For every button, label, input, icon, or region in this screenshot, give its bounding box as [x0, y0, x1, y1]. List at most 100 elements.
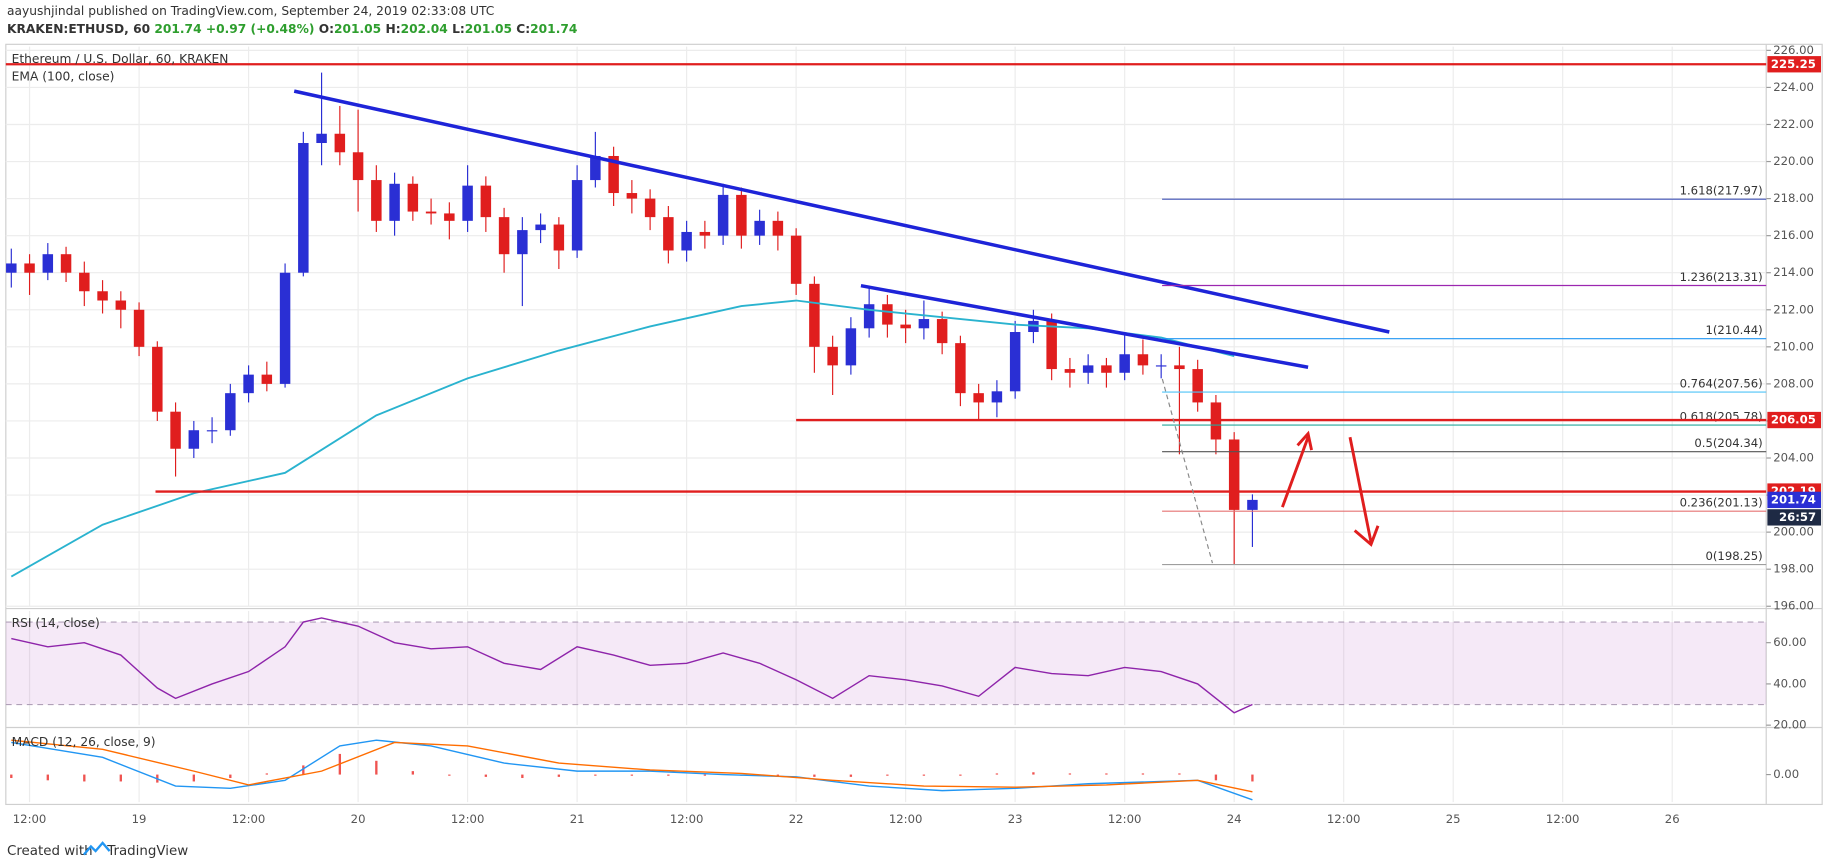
- candle-body: [1192, 369, 1203, 403]
- macd-histogram-bar: [849, 774, 853, 777]
- y-tick-label: 200.00: [1773, 525, 1814, 539]
- x-tick-label: 12:00: [451, 812, 485, 826]
- ohlc-label: L:: [452, 22, 465, 36]
- arrow-down: [1348, 436, 1380, 547]
- y-tick-label: 226.00: [1773, 43, 1814, 57]
- x-tick-label: 12:00: [1108, 812, 1142, 826]
- x-tick-label: 25: [1446, 812, 1461, 826]
- candle-body: [243, 374, 254, 394]
- x-tick-label: 12:00: [232, 812, 266, 826]
- fib-label: 0(198.25): [1705, 549, 1762, 563]
- price-badge: [1767, 411, 1822, 429]
- candle-body: [973, 393, 984, 403]
- macd-histogram-bar: [229, 774, 232, 779]
- logo: [83, 841, 111, 856]
- macd-histogram-bar: [46, 774, 49, 781]
- countdown-badge: [1767, 509, 1822, 526]
- candle-body: [1009, 332, 1021, 392]
- y-tick-label: 218.00: [1773, 191, 1814, 205]
- arrow-up: [1281, 430, 1313, 508]
- candle-body: [24, 263, 35, 273]
- macd-histogram-bar: [1214, 774, 1218, 781]
- candle-body: [371, 180, 382, 221]
- macd-histogram-bar: [448, 774, 451, 776]
- candle-body: [1247, 499, 1258, 510]
- candle-body: [882, 304, 893, 325]
- last-price-badge: [1767, 491, 1822, 509]
- candle-body: [626, 193, 638, 199]
- candle-body: [717, 194, 729, 236]
- macd-histogram-bar: [302, 765, 305, 775]
- macd-histogram-bar: [411, 771, 415, 775]
- ohlc-value: 201.05: [465, 22, 512, 36]
- x-tick-label: 23: [1008, 812, 1023, 826]
- y-tick-label: 208.00: [1773, 376, 1814, 390]
- macd-histogram-bar: [630, 774, 634, 776]
- countdown-label: 26:57: [1779, 510, 1816, 524]
- y-tick-label: 204.00: [1773, 451, 1814, 465]
- candle-body: [1064, 369, 1076, 373]
- y-tick-label: 0.00: [1773, 767, 1799, 781]
- x-tick-label: 12:00: [13, 812, 47, 826]
- ohlc-value: 201.74: [530, 22, 577, 36]
- layers: 12:00 19 12:00 20 12:00 21 12:00 22 12:00 23 12:00…: [5, 43, 1822, 826]
- candle-body: [827, 346, 838, 366]
- fib-label: 1.618(217.97): [1680, 183, 1763, 197]
- ohlc-value: 201.05: [334, 22, 381, 36]
- candle-body: [498, 217, 510, 255]
- price-badge-label: 225.25: [1771, 57, 1816, 71]
- macd-histogram-bar: [265, 773, 268, 775]
- fib-label: 0.618(205.78): [1680, 409, 1763, 423]
- footer-brand: TradingView: [106, 844, 188, 859]
- candle-body: [553, 224, 565, 251]
- candle-body: [936, 319, 948, 344]
- candle-body: [1101, 365, 1112, 373]
- ema-line: [10, 299, 1235, 578]
- candle-body: [663, 217, 674, 251]
- candle-body: [1119, 354, 1130, 373]
- candle-body: [681, 231, 692, 251]
- price-badge: [1767, 56, 1822, 73]
- panel-title: MACD (12, 26, close, 9): [12, 735, 156, 749]
- frame: [5, 43, 1823, 806]
- macd-line: [11, 739, 1253, 793]
- macd-histogram-bar: [959, 774, 962, 776]
- macd-histogram-bar: [83, 774, 86, 782]
- x-tick-label: 12:00: [889, 812, 923, 826]
- panel-title: Ethereum / U.S. Dollar, 60, KRAKEN: [12, 52, 229, 66]
- macd-line: [11, 739, 1253, 801]
- candle-body: [535, 224, 546, 231]
- candle-body: [279, 272, 291, 384]
- fib-label: 0.236(201.13): [1680, 496, 1763, 510]
- y-tick-label: 212.00: [1773, 302, 1814, 316]
- trend-line: [293, 89, 1390, 334]
- candle-body: [736, 194, 747, 236]
- candle-body: [900, 324, 911, 329]
- candle-body: [115, 300, 127, 310]
- candle-body: [1228, 439, 1240, 510]
- y-tick-label: 198.00: [1773, 562, 1814, 576]
- candle-body: [60, 254, 72, 273]
- candle-body: [955, 343, 966, 394]
- macd-histogram-bar: [557, 774, 561, 777]
- trend-line: [860, 283, 1309, 369]
- candle-body: [79, 272, 90, 292]
- macd-histogram-bar: [1068, 773, 1072, 775]
- y-tick-label: 220.00: [1773, 154, 1814, 168]
- candle-body: [608, 155, 619, 194]
- candle-body: [991, 391, 1003, 403]
- candle-body: [6, 263, 17, 273]
- macd-histogram-bar: [594, 774, 597, 776]
- macd-histogram-bar: [1032, 772, 1035, 775]
- candle-body: [590, 155, 601, 181]
- macd-histogram-bar: [375, 760, 378, 775]
- x-tick-label: 24: [1227, 812, 1242, 826]
- macd-histogram-bar: [119, 774, 122, 782]
- candle-body: [1155, 365, 1167, 367]
- macd-histogram-bar: [995, 773, 999, 775]
- ohlc-label: C:: [516, 22, 530, 36]
- candle-body: [316, 133, 327, 144]
- ohlc-label: O:: [319, 22, 334, 36]
- x-tick-label: 12:00: [670, 812, 704, 826]
- candle-body: [152, 346, 163, 412]
